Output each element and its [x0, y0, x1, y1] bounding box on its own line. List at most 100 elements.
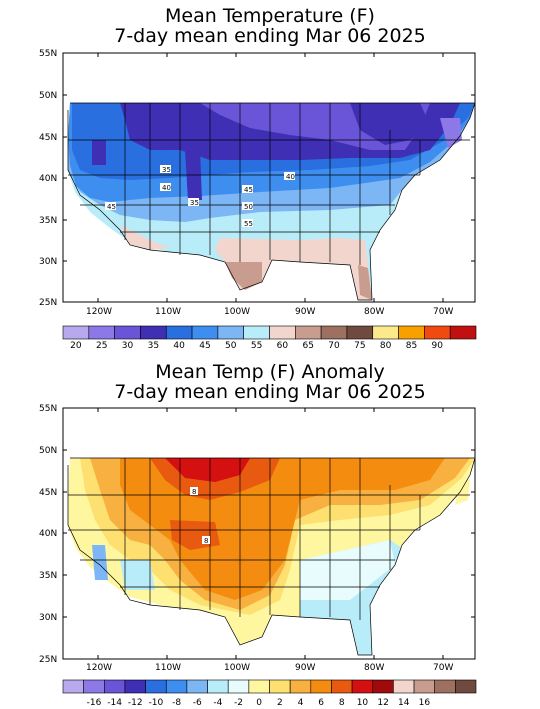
bottom-title-line2: 7-day mean ending Mar 06 2025 [114, 381, 426, 403]
panel_top-colorbar-label: 50 [225, 341, 237, 351]
top-contour-label: 40 [162, 184, 171, 192]
panel_bottom-colorbar-swatch [62, 679, 84, 694]
top-contour-label: 35 [190, 199, 199, 207]
top-contour-labels: 35 40 40 35 45 45 50 55 [105, 165, 295, 228]
top-contour-label: 50 [244, 203, 253, 211]
panel_top-colorbar-swatch [449, 325, 477, 340]
top-title-line1: Mean Temperature (F) [165, 5, 375, 27]
top-xlabel-100w: 100W [224, 307, 250, 317]
panel_bottom-colorbar-label: -6 [193, 698, 202, 708]
top-xlabel-70w: 70W [433, 307, 453, 317]
panel_bottom-colorbar-swatch [227, 679, 250, 694]
bottom-map-outlines [67, 457, 476, 656]
top-contour-label: 55 [244, 220, 253, 228]
top-ylabel-40n: 40N [39, 174, 57, 184]
panel_bottom-colorbar-swatch [207, 679, 229, 694]
bottom-ylabel-45n: 45N [39, 488, 57, 498]
bottom-xlabel-120w: 120W [86, 663, 112, 673]
top-graticule-ticks [63, 52, 475, 302]
panel_bottom-colorbar-swatch [145, 679, 167, 694]
bottom-ylabel-25n: 25N [39, 655, 57, 665]
bottom-ylabel-50n: 50N [39, 446, 57, 456]
bottom-title-line1: Mean Temp (F) Anomaly [155, 361, 385, 383]
top-xlabel-80w: 80W [364, 307, 384, 317]
panel_bottom-colorbar-label: 2 [277, 698, 283, 708]
panel_bottom-colorbar-label: -12 [128, 698, 143, 708]
panel_bottom-colorbar-swatch [165, 679, 188, 694]
bottom-xlabel-80w: 80W [364, 663, 384, 673]
panel_bottom-colorbar-label: -4 [213, 698, 222, 708]
top-xlabel-110w: 110W [155, 307, 181, 317]
top-map-fill [68, 103, 475, 300]
panel_bottom-colorbar-label: -16 [87, 698, 102, 708]
panel_bottom-colorbar-swatch [104, 679, 126, 694]
bottom-graticule-ticks [63, 407, 475, 659]
panel_bottom-colorbar-swatch [434, 679, 456, 694]
bottom-ylabel-35n: 35N [39, 571, 57, 581]
panel_bottom-colorbar-swatch [393, 679, 415, 694]
top-ylabel-35n: 35N [39, 216, 57, 226]
panel_bottom-colorbar-label: -2 [234, 698, 243, 708]
top-title-line2: 7-day mean ending Mar 06 2025 [114, 25, 426, 47]
top-ylabel-50n: 50N [39, 91, 57, 101]
panel_top-colorbar-label: 90 [432, 341, 444, 351]
bottom-contour-labels: 8 8 [190, 487, 210, 545]
panel_top-colorbar-label: 60 [277, 341, 289, 351]
panel_bottom-colorbar-swatch [455, 679, 477, 694]
panel_bottom-colorbar-label: 6 [318, 698, 324, 708]
panel_bottom-colorbar-label: 4 [298, 698, 304, 708]
panel_top-colorbar-label: 45 [199, 341, 210, 351]
bottom-ylabel-55n: 55N [39, 404, 57, 414]
top-ylabel-45n: 45N [39, 133, 57, 143]
panel_bottom-colorbar-swatch [83, 679, 105, 694]
top-contour-label: 45 [107, 203, 116, 211]
bottom-ylabel-30n: 30N [39, 613, 57, 623]
panel_top-colorbar-label: 30 [122, 341, 134, 351]
top-ylabel-25n: 25N [39, 298, 57, 308]
panel_top-colorbar-label: 20 [70, 341, 82, 351]
panel_top-colorbar-label: 55 [251, 341, 262, 351]
panel_bottom-colorbar-swatch [186, 679, 208, 694]
top-ylabel-30n: 30N [39, 257, 57, 267]
panel_top-colorbar-label: 35 [148, 341, 159, 351]
bottom-xlabel-100w: 100W [224, 663, 250, 673]
panel_bottom-colorbar-swatch [289, 679, 312, 694]
bottom-contour-label: 8 [192, 488, 196, 496]
panel_bottom-colorbar-swatch [248, 679, 270, 694]
panel_bottom-colorbar-label: -8 [172, 698, 181, 708]
top-contour-label: 40 [286, 173, 295, 181]
top-xlabel-120w: 120W [86, 307, 112, 317]
panel_bottom-colorbar-swatch [413, 679, 435, 694]
panel_top-colorbar-label: 80 [380, 341, 392, 351]
panel_bottom-colorbar-label: 12 [377, 698, 388, 708]
bottom-xlabel-90w: 90W [295, 663, 315, 673]
top-contour-label: 45 [244, 186, 253, 194]
panel_top-colorbar-label: 40 [173, 341, 185, 351]
panel_top-colorbar-label: 65 [302, 341, 313, 351]
panel_bottom-colorbar-swatch [372, 679, 394, 694]
panel_bottom-colorbar-label: 8 [339, 698, 345, 708]
panel_bottom-colorbar-swatch [331, 679, 353, 694]
panel_bottom-colorbar-label: -14 [107, 698, 122, 708]
top-colorbar: 20 25 30 35 40 45 50 55 60 65 70 75 80 85 90 [62, 325, 477, 351]
top-map-outlines [67, 102, 476, 301]
panel_bottom-colorbar-label: -10 [149, 698, 164, 708]
bottom-xlabel-110w: 110W [155, 663, 181, 673]
bottom-ylabel-40n: 40N [39, 529, 57, 539]
panel_bottom-colorbar-label: 14 [398, 698, 410, 708]
bottom-map-fill [68, 458, 475, 655]
panel_bottom-colorbar-label: 16 [419, 698, 431, 708]
bottom-xlabel-70w: 70W [433, 663, 453, 673]
bottom-colorbar: -16 -14 -12 -10 -8 -6 -4 -2 0 2 4 6 8 10 12 14 16 [62, 679, 477, 708]
panel_bottom-colorbar-label: 10 [357, 698, 369, 708]
panel_top-colorbar-label: 85 [406, 341, 417, 351]
bottom-contour-label: 8 [204, 537, 208, 545]
panel_bottom-colorbar-swatch [310, 679, 332, 694]
top-ylabel-55n: 55N [39, 49, 57, 59]
panel_top-colorbar-label: 25 [96, 341, 107, 351]
panel_bottom-colorbar-swatch [124, 679, 146, 694]
panel_top-colorbar-label: 75 [354, 341, 365, 351]
panel_bottom-colorbar-swatch [351, 679, 374, 694]
